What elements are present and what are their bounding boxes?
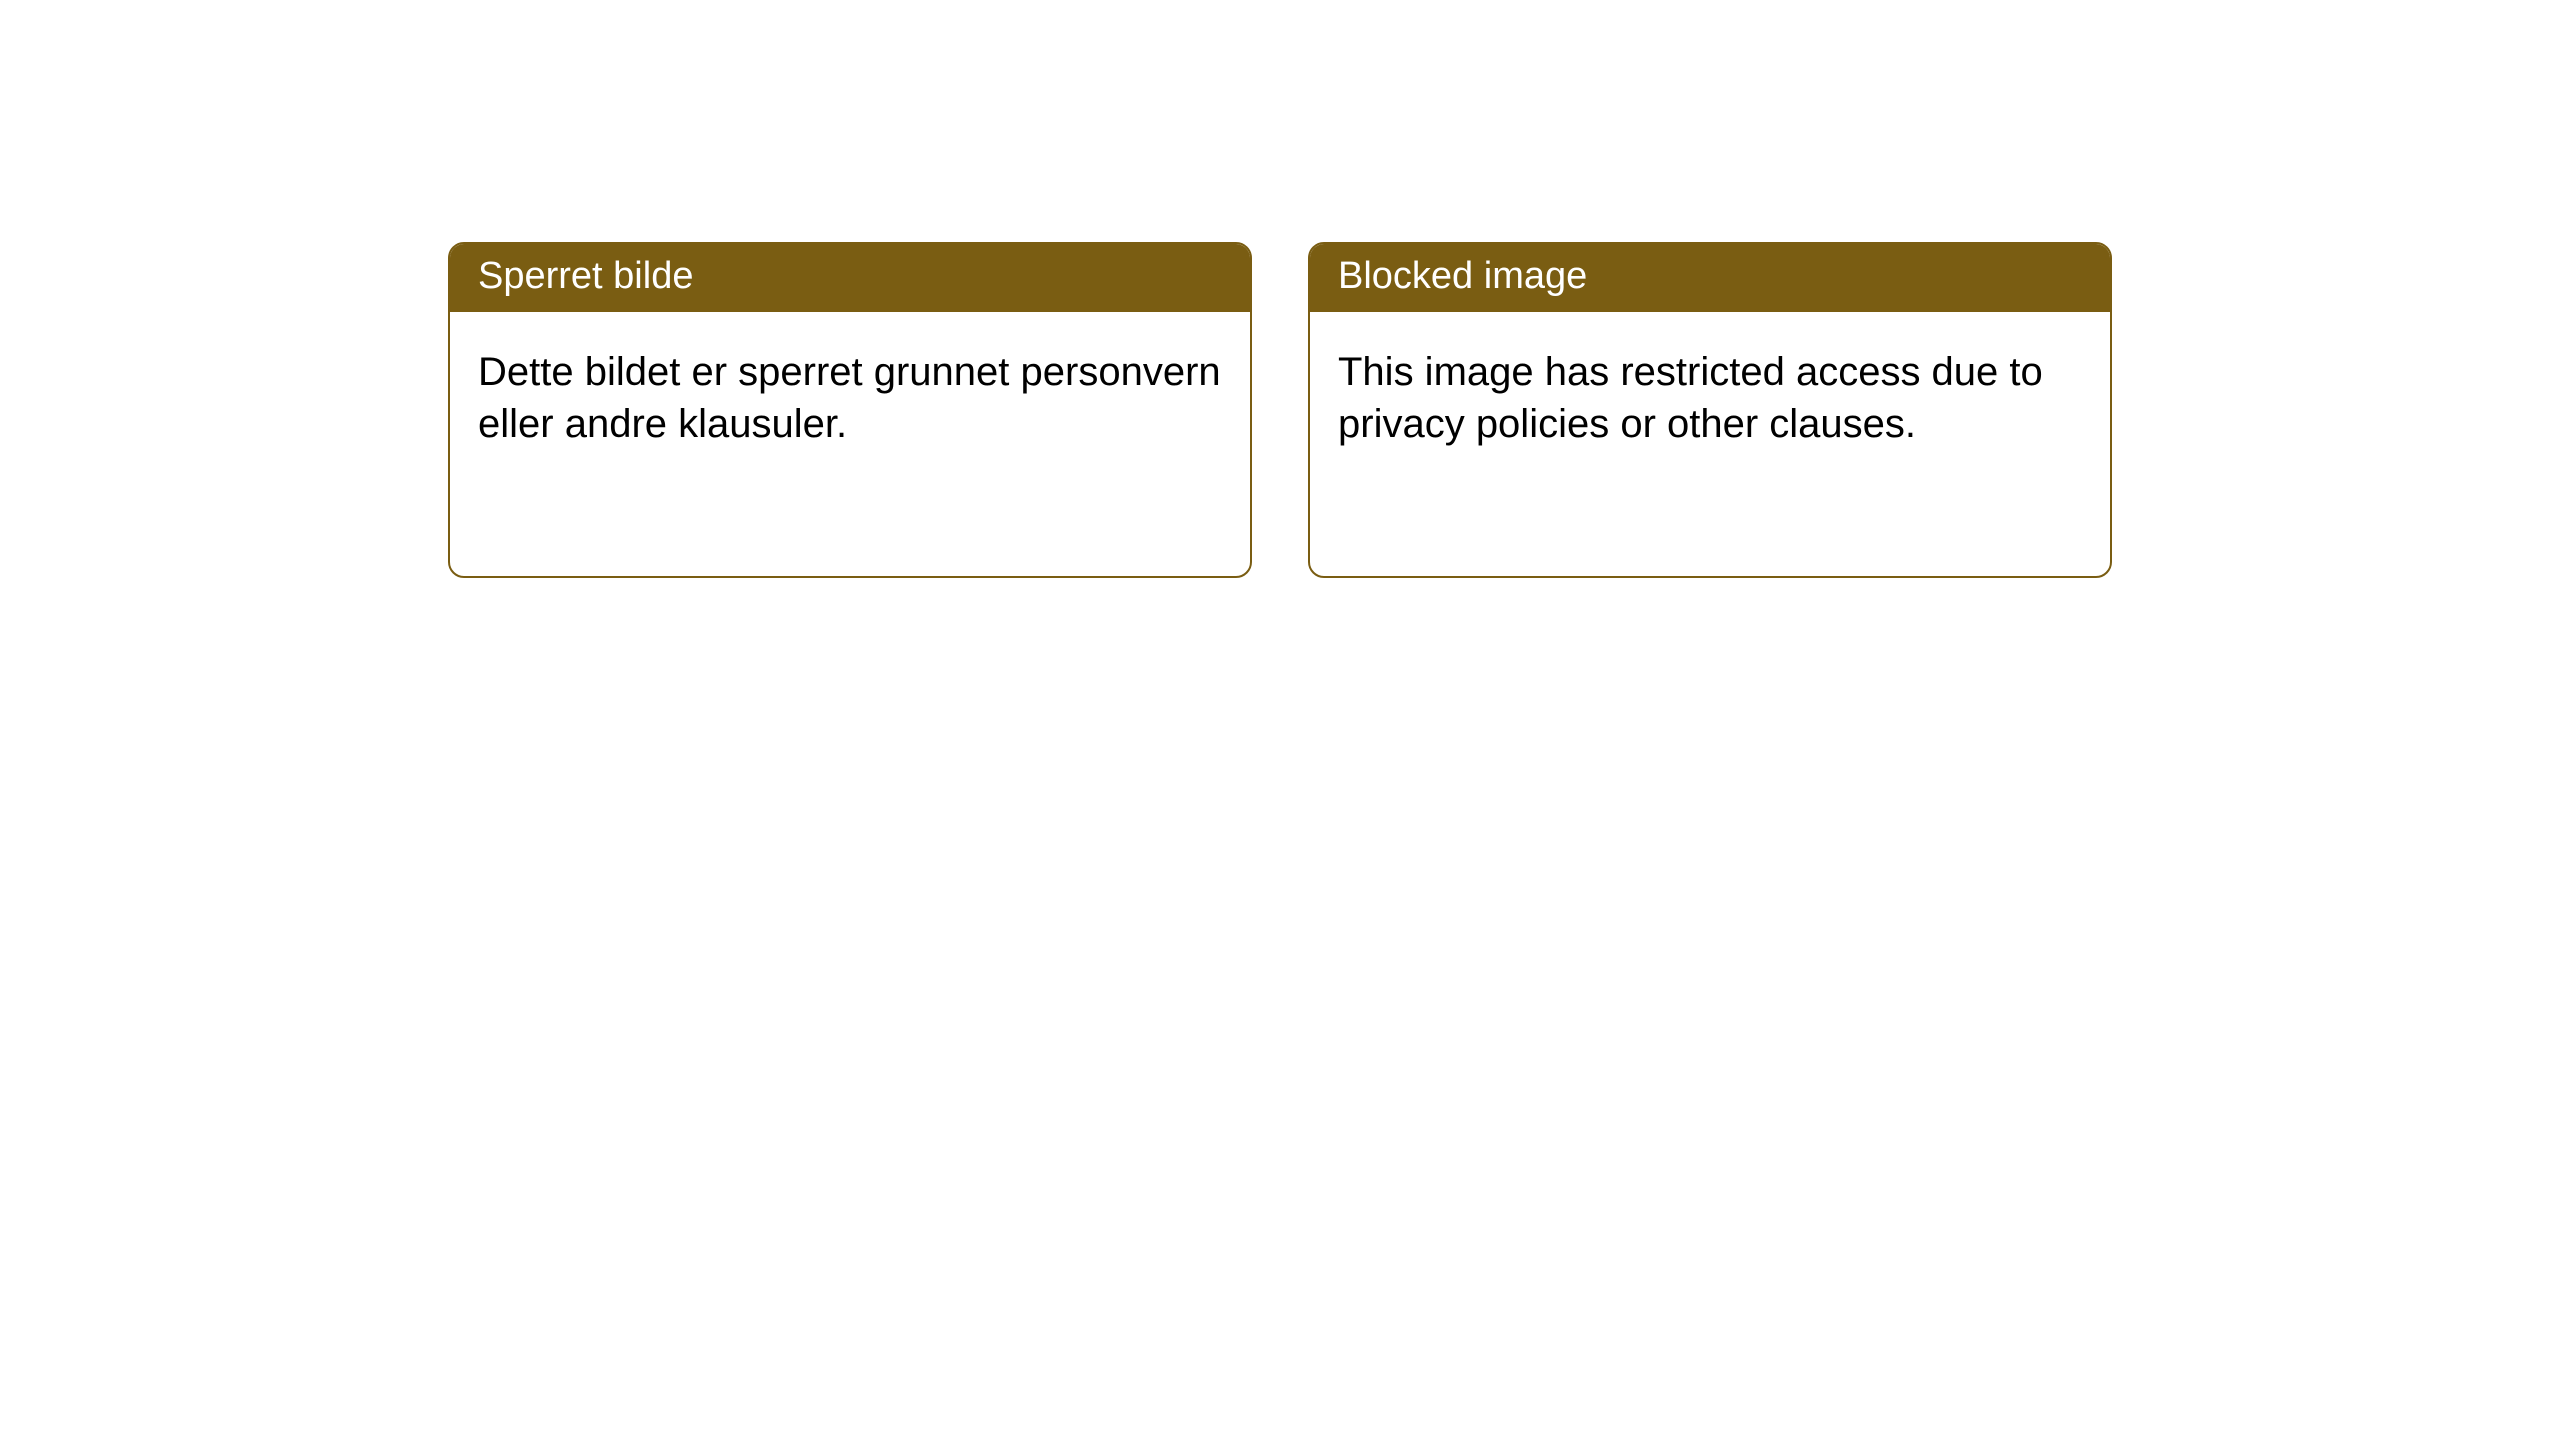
- notice-body-no: Dette bildet er sperret grunnet personve…: [450, 312, 1250, 486]
- notice-body-en: This image has restricted access due to …: [1310, 312, 2110, 486]
- notice-card-no: Sperret bilde Dette bildet er sperret gr…: [448, 242, 1252, 578]
- notice-header-en: Blocked image: [1310, 244, 2110, 312]
- notice-title-en: Blocked image: [1338, 255, 1587, 297]
- notice-text-no: Dette bildet er sperret grunnet personve…: [478, 350, 1221, 447]
- notice-container: Sperret bilde Dette bildet er sperret gr…: [0, 0, 2560, 578]
- notice-text-en: This image has restricted access due to …: [1338, 350, 2043, 447]
- notice-card-en: Blocked image This image has restricted …: [1308, 242, 2112, 578]
- notice-title-no: Sperret bilde: [478, 255, 693, 297]
- notice-header-no: Sperret bilde: [450, 244, 1250, 312]
